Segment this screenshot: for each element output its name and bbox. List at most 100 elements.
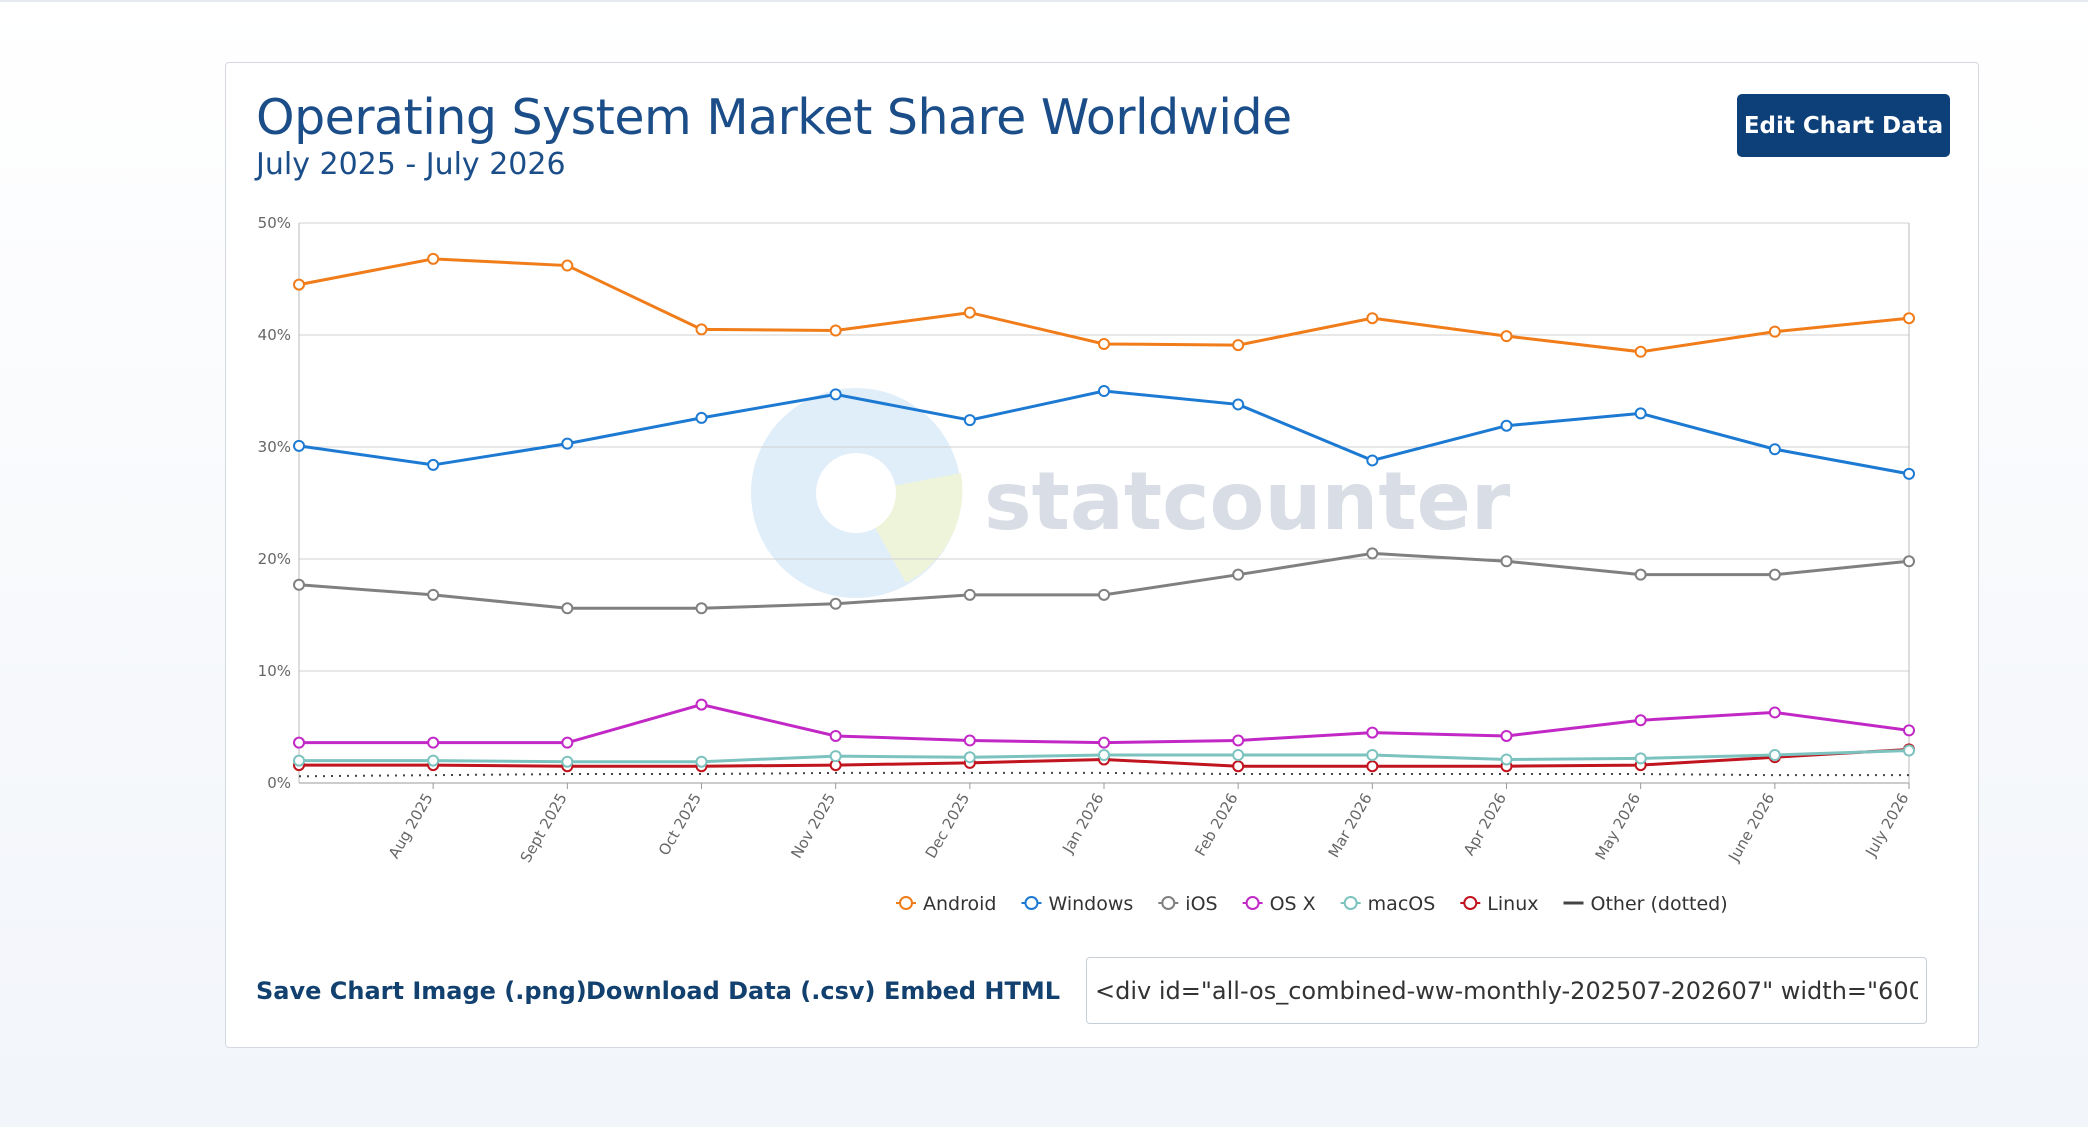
data-point-windows — [695, 411, 708, 424]
legend-marker-android — [899, 896, 913, 910]
data-point-os-x — [963, 734, 976, 747]
data-point-ios — [1366, 547, 1379, 560]
data-point-macos — [1500, 753, 1513, 766]
data-point-os-x — [1500, 729, 1513, 742]
data-point-os-x — [1366, 726, 1379, 739]
data-point-macos — [1903, 744, 1915, 757]
x-tick-label: Oct 2025 — [655, 790, 705, 859]
data-point-windows — [1366, 454, 1379, 467]
legend-label-windows: Windows — [1048, 893, 1133, 915]
data-point-ios — [1768, 568, 1781, 581]
data-point-ios — [1500, 555, 1513, 568]
data-point-linux — [1366, 760, 1379, 773]
data-point-linux — [1232, 760, 1245, 773]
data-point-macos — [963, 751, 976, 764]
data-point-windows — [1232, 398, 1245, 411]
data-point-macos — [1098, 749, 1110, 761]
data-point-android — [829, 324, 842, 337]
data-point-ios — [963, 588, 976, 601]
data-point-android — [427, 252, 440, 265]
data-point-android — [695, 323, 708, 336]
embed-html-input[interactable] — [1086, 957, 1927, 1024]
data-point-os-x — [293, 736, 305, 749]
data-point-os-x — [561, 736, 574, 749]
data-point-android — [293, 278, 305, 291]
legend-marker-windows — [1024, 896, 1039, 910]
y-tick-label: 0% — [267, 774, 291, 792]
top-border — [0, 0, 2088, 2]
data-point-ios — [427, 588, 440, 601]
data-point-android — [1098, 337, 1110, 350]
data-point-macos — [1232, 749, 1245, 761]
save-chart-image-link[interactable]: Save Chart Image (.png) — [256, 977, 587, 1005]
x-tick-label: Apr 2026 — [1460, 790, 1510, 859]
download-data-link[interactable]: Download Data (.csv) — [586, 977, 876, 1005]
data-point-macos — [1768, 749, 1781, 761]
data-point-macos — [695, 755, 708, 768]
data-point-macos — [293, 754, 305, 767]
x-tick-label: Aug 2025 — [385, 790, 437, 862]
data-point-os-x — [1232, 734, 1245, 747]
watermark: statcounter — [751, 388, 1511, 598]
chart-subtitle: July 2025 - July 2026 — [256, 147, 566, 182]
data-point-os-x — [1768, 706, 1781, 719]
data-point-os-x — [1634, 714, 1647, 727]
data-point-macos — [1634, 752, 1647, 765]
data-point-ios — [829, 597, 842, 610]
data-point-macos — [829, 750, 842, 763]
legend-marker-ios — [1161, 896, 1176, 910]
data-point-os-x — [427, 736, 440, 749]
data-point-ios — [1634, 568, 1647, 581]
data-point-os-x — [695, 698, 708, 711]
data-point-android — [1768, 325, 1781, 338]
x-tick-label: Nov 2025 — [787, 790, 839, 862]
series-line-other-dotted — [298, 771, 1909, 778]
data-point-windows — [1098, 385, 1110, 397]
data-point-windows — [1634, 407, 1647, 420]
data-point-android — [963, 306, 976, 319]
y-tick-label: 30% — [258, 438, 291, 456]
legend-label-other-dotted: Other (dotted) — [1591, 893, 1728, 915]
data-point-ios — [1903, 555, 1915, 568]
data-point-android — [1903, 312, 1915, 325]
data-point-android — [1500, 330, 1513, 343]
chart-title: Operating System Market Share Worldwide — [256, 89, 1292, 146]
line-chart: statcounter 0% 10% 20% 30% 40% 50% Aug 2025 Sep… — [258, 214, 1915, 915]
data-point-android — [1634, 345, 1647, 358]
x-tick-label: July 2026 — [1861, 790, 1912, 860]
legend-label-ios: iOS — [1185, 893, 1217, 915]
y-tick-label: 40% — [258, 326, 291, 344]
data-point-ios — [293, 578, 305, 591]
data-point-windows — [829, 388, 842, 401]
legend-label-os-x: OS X — [1270, 893, 1316, 915]
data-point-ios — [695, 602, 708, 615]
data-point-windows — [1903, 467, 1915, 480]
data-point-ios — [561, 602, 574, 615]
legend-label-android: Android — [923, 893, 996, 915]
x-tick-label: May 2026 — [1592, 790, 1645, 863]
legend-label-linux: Linux — [1487, 893, 1538, 915]
legend-marker-linux — [1463, 896, 1478, 910]
x-tick-label: Jan 2026 — [1058, 790, 1107, 857]
data-point-windows — [427, 458, 440, 471]
data-point-android — [1366, 312, 1379, 325]
data-point-ios — [1098, 588, 1110, 601]
data-point-windows — [561, 437, 574, 450]
legend-marker-os-x — [1245, 896, 1260, 910]
legend-label-macos: macOS — [1368, 893, 1436, 915]
data-point-android — [561, 259, 574, 272]
watermark-logo-hole — [816, 453, 896, 533]
series-line-android — [298, 257, 1910, 354]
y-tick-label: 20% — [258, 550, 291, 568]
edit-chart-data-button[interactable]: Edit Chart Data — [1737, 94, 1950, 157]
chart-card: Operating System Market Share Worldwide … — [225, 62, 1979, 1048]
embed-html-link[interactable]: Embed HTML — [884, 977, 1061, 1005]
y-tick-label: 50% — [258, 214, 291, 232]
x-tick-label: Sept 2025 — [517, 790, 571, 866]
data-point-windows — [1500, 419, 1513, 432]
data-point-windows — [293, 439, 305, 452]
x-tick-label: Mar 2026 — [1325, 790, 1376, 861]
data-point-macos — [561, 755, 574, 768]
x-tick-label: Feb 2026 — [1191, 790, 1241, 859]
data-point-windows — [963, 414, 976, 427]
